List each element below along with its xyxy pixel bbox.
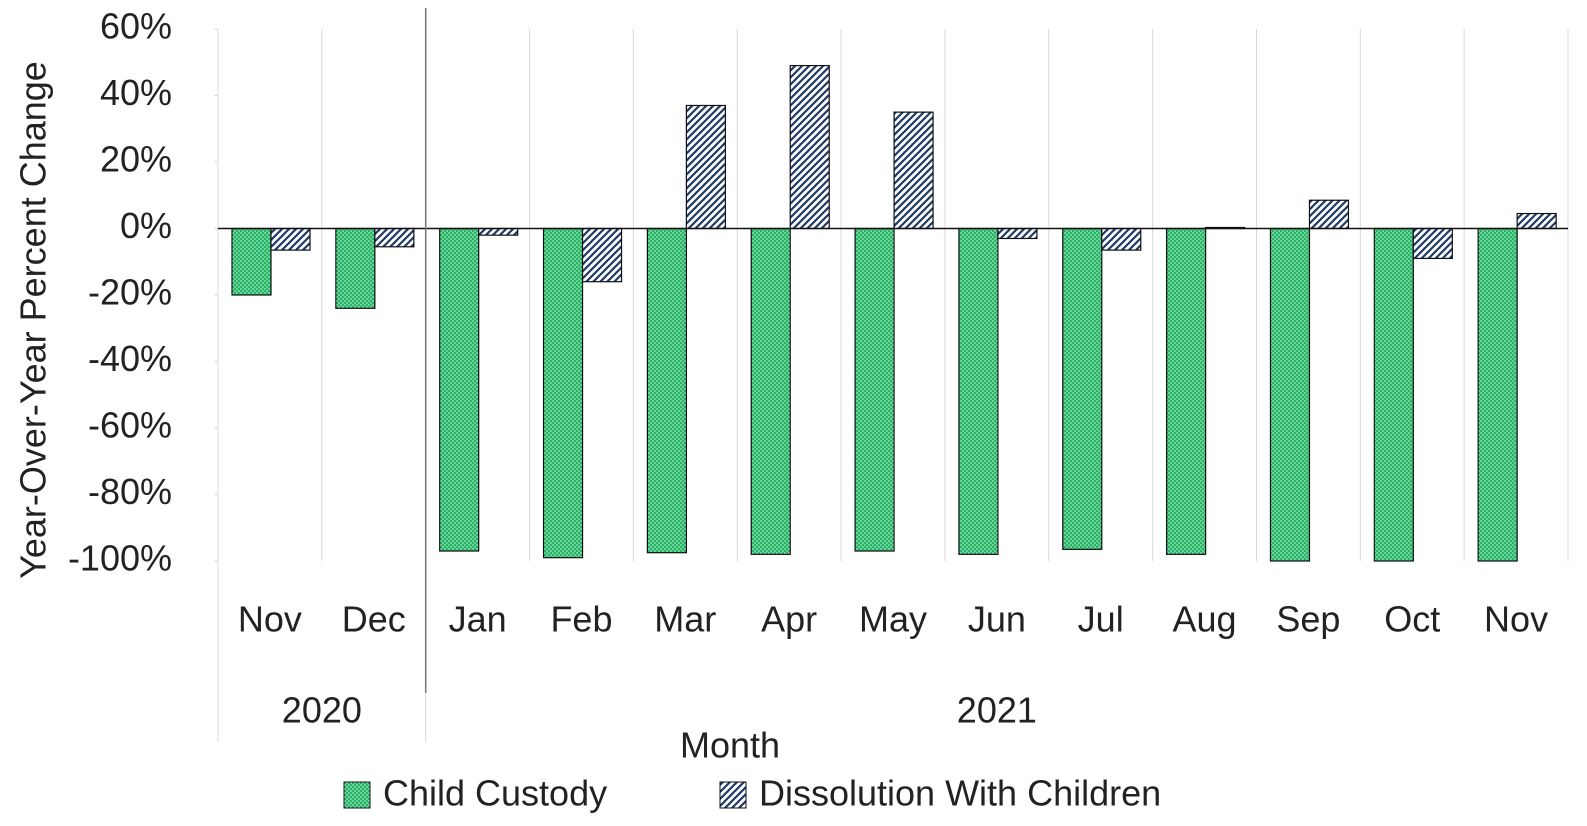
y-tick-label: -80%: [88, 471, 172, 512]
x-tick-label: Mar: [654, 599, 716, 640]
x-tick-label: Nov: [238, 599, 302, 640]
y-tick-label: 0%: [120, 205, 172, 246]
legend-swatch: [719, 781, 747, 809]
x-tick-label: Dec: [342, 599, 406, 640]
bar: [1269, 227, 1311, 562]
y-axis-title: Year-Over-Year Percent Change: [13, 61, 54, 579]
bar: [685, 104, 726, 230]
bar: [1062, 227, 1103, 550]
bar: [893, 111, 934, 230]
x-tick-label: Oct: [1384, 599, 1440, 640]
x-tick-label: Apr: [761, 599, 817, 640]
x-tick-label: Feb: [550, 599, 612, 640]
bar: [581, 227, 623, 283]
x-tick-label: Jul: [1078, 599, 1124, 640]
bar: [1101, 227, 1142, 251]
bar: [1166, 227, 1207, 555]
x-tick-label: Nov: [1484, 599, 1548, 640]
bar: [231, 227, 272, 296]
y-tick-label: 20%: [100, 139, 172, 180]
y-tick-label: 60%: [100, 6, 172, 47]
legend-label: Dissolution With Children: [759, 773, 1161, 814]
bar: [750, 227, 791, 555]
bar: [1516, 212, 1557, 230]
y-tick-label: 40%: [100, 72, 172, 113]
bar: [270, 227, 311, 251]
bar: [478, 227, 519, 236]
bar: [1373, 227, 1414, 562]
bar: [1412, 227, 1453, 260]
group-label: 2021: [957, 690, 1037, 731]
bar: [1477, 227, 1518, 562]
x-tick-label: Aug: [1173, 599, 1237, 640]
legend-swatch: [343, 781, 371, 809]
y-tick-label: -20%: [88, 272, 172, 313]
x-axis-title: Month: [680, 725, 780, 766]
y-tick-label: -100%: [68, 538, 172, 579]
bar: [542, 227, 584, 559]
group-label: 2020: [282, 690, 362, 731]
bar: [335, 227, 376, 309]
legend-label: Child Custody: [383, 773, 607, 814]
bar: [1308, 199, 1350, 230]
bar: [646, 227, 687, 554]
y-tick-label: -40%: [88, 338, 172, 379]
bar: [439, 227, 480, 552]
x-tick-label: Jan: [449, 599, 507, 640]
x-tick-label: May: [859, 599, 927, 640]
bar: [958, 227, 999, 555]
x-tick-label: Sep: [1276, 599, 1340, 640]
bar: [997, 227, 1038, 240]
bar: [854, 227, 895, 552]
bar: [789, 64, 830, 230]
bar: [374, 227, 415, 248]
y-tick-label: -60%: [88, 405, 172, 446]
x-tick-label: Jun: [968, 599, 1026, 640]
